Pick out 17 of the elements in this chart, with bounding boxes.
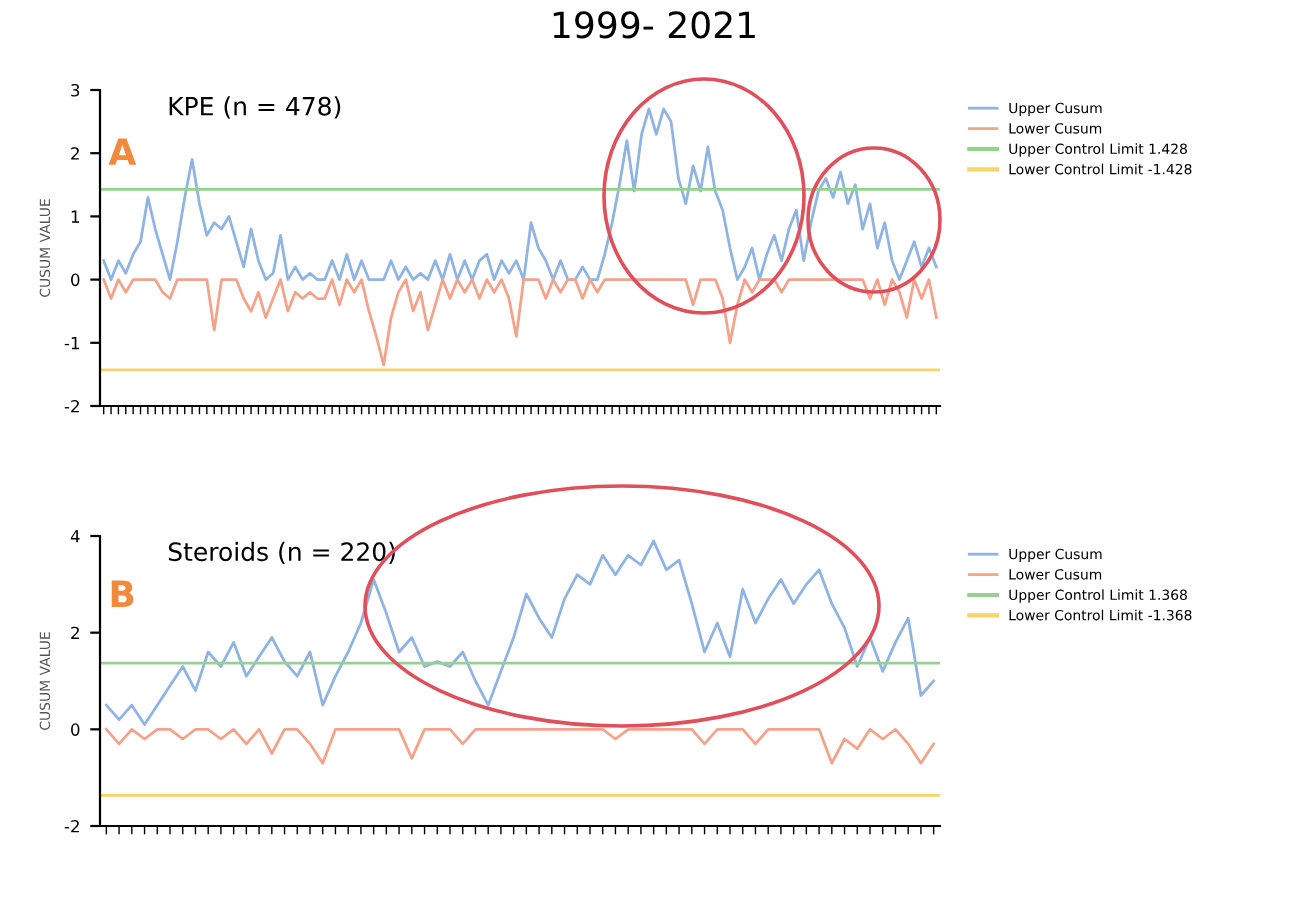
y-tick-label: 2 [71,626,79,639]
y-tick-label: 4 [70,530,80,543]
y-tick-label: 1 [71,210,80,223]
line-series [102,278,938,367]
line-series [104,539,936,726]
y-tick-label: 2 [71,147,79,160]
y-tick-label: 0 [71,723,80,736]
chart-subtitle: KPE (n = 478) [169,96,341,119]
line-series [104,727,936,765]
y-tick-label: -2 [64,399,79,413]
chart-title: 1999- 2021 [553,11,755,39]
annotation: A [108,138,137,165]
annotation: B [111,580,134,607]
y-tick-label: 0 [71,273,80,287]
y-tick-label: 3 [71,83,80,97]
y-tick-label: -1 [64,336,80,350]
y-tick-label: -2 [64,819,79,833]
